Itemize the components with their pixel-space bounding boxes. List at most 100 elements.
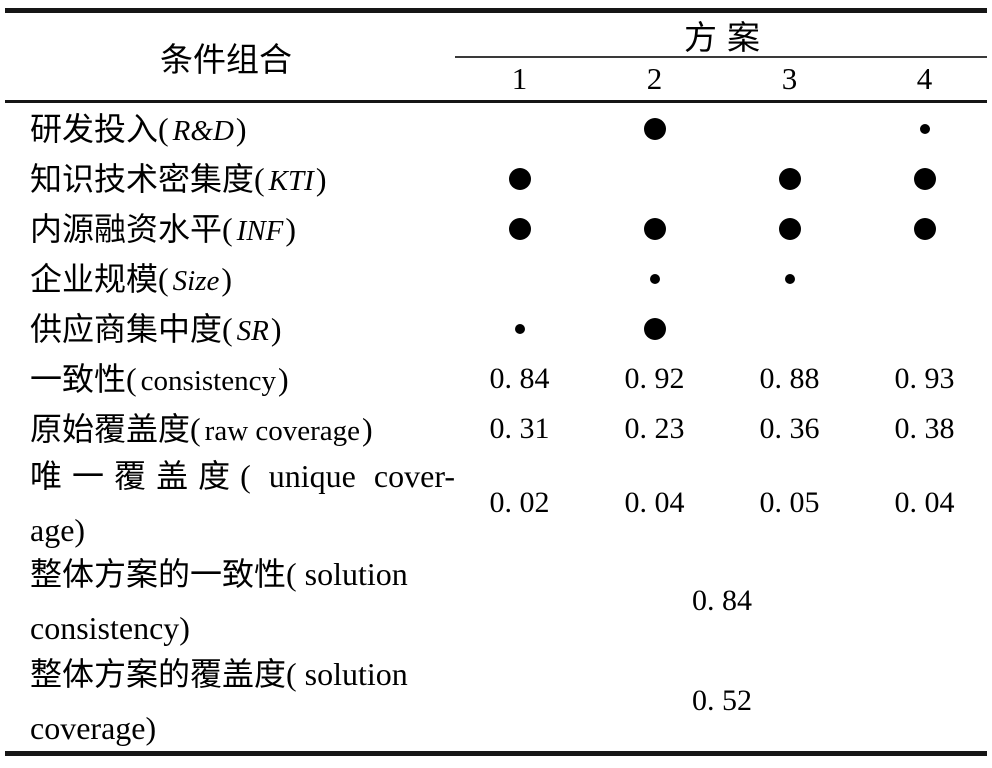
spanning-value-cell: 0. 52: [692, 684, 752, 717]
core-condition-dot-icon: [643, 318, 666, 340]
row-cells: [452, 104, 992, 154]
paren-close: ): [315, 160, 327, 197]
row-label-zh: 供应商集中度: [30, 310, 223, 347]
row-label-line: 原始覆盖度(raw coverage): [30, 413, 452, 446]
dot-cell: [857, 254, 992, 304]
scheme-column-numbers: 1 2 3 4: [452, 57, 992, 100]
dot-cell: [722, 204, 857, 254]
dot-cell: [452, 304, 587, 354]
dot-cell: [722, 254, 857, 304]
row-label: 研发投入(R&D): [0, 104, 452, 154]
table-row: 内源融资水平(INF): [0, 204, 992, 254]
scheme-header-group: 方案 1 2 3 4: [452, 13, 992, 100]
value-cell: 0. 92: [624, 362, 685, 395]
peripheral-condition-dot-icon: [649, 274, 660, 284]
paren-close: ): [362, 410, 373, 447]
core-condition-dot-icon: [913, 168, 936, 190]
row-label-line: 研发投入(R&D): [30, 113, 452, 146]
row-label-en: Size: [172, 264, 220, 297]
core-condition-dot-icon: [778, 218, 801, 240]
paren-open: (: [222, 210, 233, 247]
row-label-zh: 内源融资水平: [30, 210, 223, 247]
paren-open: (: [254, 160, 265, 197]
row-cells: [452, 254, 992, 304]
scheme-group-title: 方案: [684, 21, 770, 57]
dot-cell: [587, 254, 722, 304]
paren-close: ): [270, 310, 282, 347]
value-cell: 0. 02: [489, 485, 550, 519]
table-row: 整体方案的一致性( solution consistency) 0. 84: [0, 551, 992, 651]
dot-cell: [587, 104, 722, 154]
row-label-line: 内源融资水平(INF): [30, 213, 452, 246]
row-cells: 0. 84 0. 92 0. 88 0. 93: [452, 354, 992, 404]
row-label-line: 知识技术密集度(KTI): [30, 163, 452, 196]
paren-close: ): [285, 210, 297, 247]
core-condition-dot-icon: [913, 218, 936, 240]
row-label-line: 企业规模(Size): [30, 263, 452, 296]
row-cells: [452, 154, 992, 204]
row-label: 整体方案的覆盖度( solution coverage): [0, 651, 452, 751]
row-label: 一致性(consistency): [0, 354, 452, 404]
dot-cell: [857, 304, 992, 354]
row-cells: 0. 02 0. 04 0. 05 0. 04: [452, 454, 992, 551]
row-label-zh: 知识技术密集度: [30, 160, 255, 197]
row-label-zh: 原始覆盖度: [30, 410, 191, 447]
table-row: 知识技术密集度(KTI): [0, 154, 992, 204]
core-condition-dot-icon: [508, 218, 531, 240]
dot-cell: [722, 154, 857, 204]
dot-cell: [857, 154, 992, 204]
row-label-en: R&D: [172, 114, 234, 147]
paren-open: (: [158, 110, 169, 147]
row-label-zh: 研发投入: [30, 110, 159, 147]
row-label-line: age): [30, 511, 86, 548]
paren-open: (: [222, 310, 233, 347]
dot-cell: [452, 254, 587, 304]
header-body-divider: [5, 100, 987, 103]
paren-open: (: [158, 260, 169, 297]
row-cells: [452, 304, 992, 354]
scheme-column-1: 1: [511, 60, 528, 96]
row-label-en: consistency: [140, 364, 276, 397]
spanning-value-cell: 0. 84: [692, 584, 752, 617]
table-header: 条件组合 方案 1 2 3 4: [0, 13, 992, 100]
scheme-column-4: 4: [916, 60, 933, 96]
dot-cell: [722, 104, 857, 154]
row-label-line: 唯一覆盖度( unique cover-: [30, 457, 455, 494]
dot-cell: [587, 154, 722, 204]
row-label-line: 整体方案的一致性( solution: [30, 556, 408, 592]
dot-cell: [857, 204, 992, 254]
row-label-line: 供应商集中度(SR): [30, 313, 452, 346]
dot-cell: [452, 154, 587, 204]
table-row: 整体方案的覆盖度( solution coverage) 0. 52: [0, 651, 992, 751]
row-cells: [452, 204, 992, 254]
row-label: 原始覆盖度(raw coverage): [0, 404, 452, 454]
row-cells: 0. 31 0. 23 0. 36 0. 38: [452, 404, 992, 454]
row-label: 内源融资水平(INF): [0, 204, 452, 254]
core-condition-dot-icon: [508, 168, 531, 190]
table-top-border: [5, 8, 987, 13]
table-row: 唯一覆盖度( unique cover-age) 0. 02 0. 04 0. 05 0…: [0, 454, 992, 551]
value-cell: 0. 36: [759, 412, 820, 445]
dot-cell: [587, 304, 722, 354]
table-bottom-border: [5, 751, 987, 756]
table-row: 原始覆盖度(raw coverage) 0. 31 0. 23 0. 36 0. 38: [0, 404, 992, 454]
value-cell: 0. 04: [624, 485, 685, 519]
peripheral-condition-dot-icon: [514, 324, 525, 334]
scheme-column-2: 2: [646, 60, 663, 96]
row-label-en: INF: [236, 214, 284, 247]
value-cell: 0. 23: [624, 412, 685, 445]
core-condition-dot-icon: [643, 118, 666, 140]
row-label: 唯一覆盖度( unique cover-age): [0, 454, 455, 551]
paren-close: ): [235, 110, 247, 147]
table-body: 研发投入(R&D) 知识技术密集度(KTI) 内源融资水平(INF) 企业规模(Siz…: [0, 104, 992, 751]
row-label-en: KTI: [268, 164, 314, 197]
dot-cell: [857, 104, 992, 154]
dot-cell: [452, 204, 587, 254]
value-cell: 0. 31: [489, 412, 550, 445]
value-cell: 0. 93: [894, 362, 955, 395]
row-label: 供应商集中度(SR): [0, 304, 452, 354]
row-label: 知识技术密集度(KTI): [0, 154, 452, 204]
value-cell: 0. 88: [759, 362, 820, 395]
value-cell: 0. 05: [759, 485, 820, 519]
